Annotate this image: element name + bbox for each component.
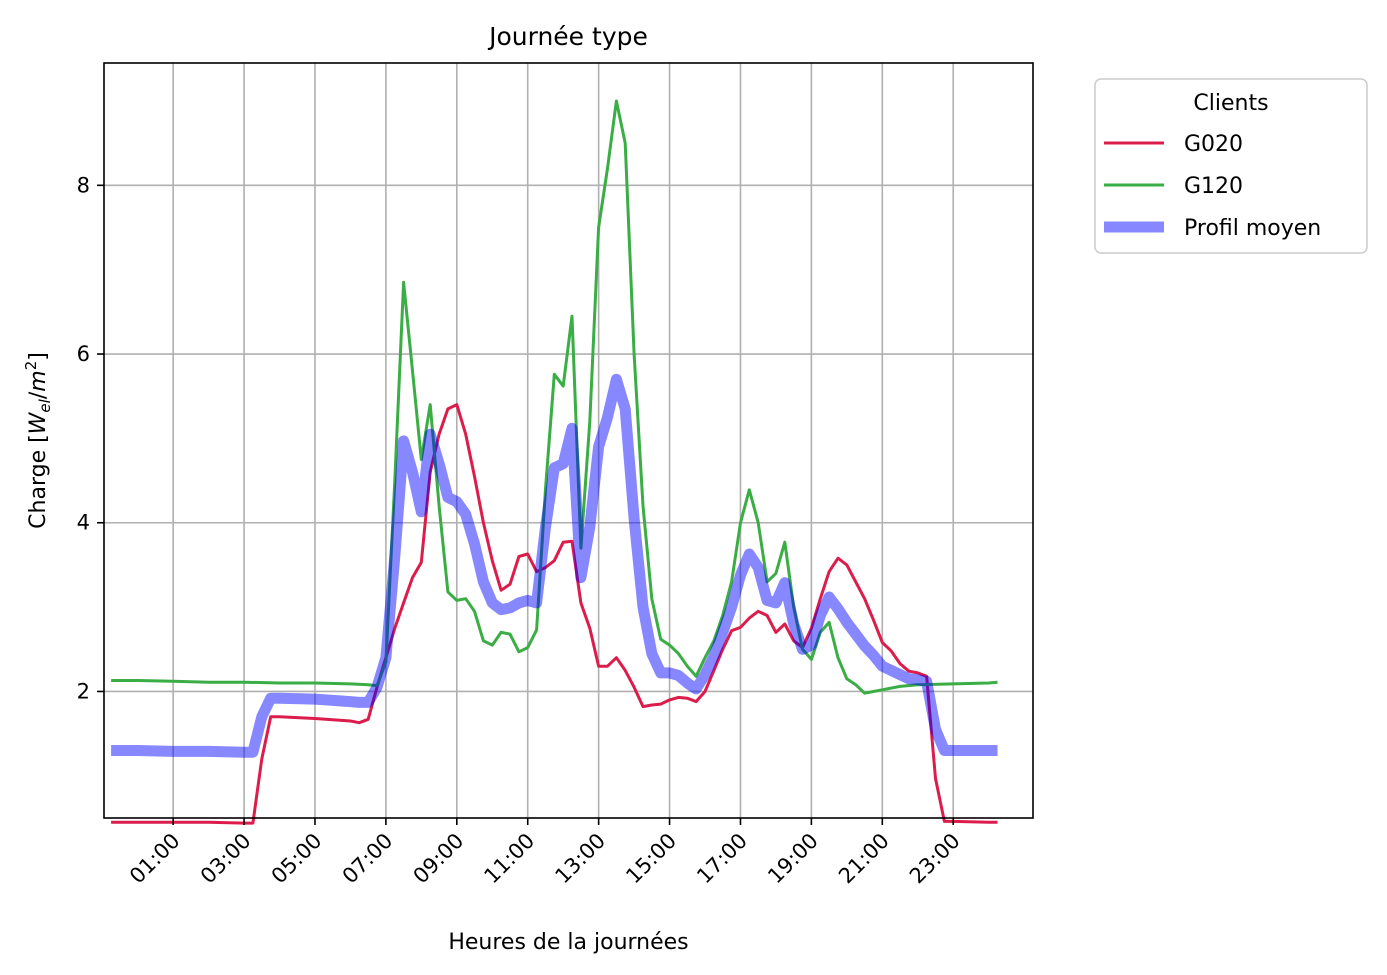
x-axis: 01:00 03:00 05:00 07:00 09:00 11:00 13:00 15:00… bbox=[125, 818, 965, 888]
y-axis-label: Charge [Wel/m2] bbox=[22, 352, 54, 529]
y-label-var: W bbox=[26, 411, 51, 434]
x-tick-label: 07:00 bbox=[338, 829, 398, 889]
series-line-profil-moyen bbox=[111, 373, 998, 758]
legend-entries: G020 G120 Profil moyen bbox=[1104, 132, 1321, 241]
y-tick-label: 4 bbox=[77, 511, 90, 535]
x-tick-label: 15:00 bbox=[621, 829, 681, 889]
x-tick-label: 01:00 bbox=[125, 829, 185, 889]
legend-label: G120 bbox=[1184, 174, 1243, 199]
legend-box bbox=[1094, 78, 1368, 254]
x-tick-label: 13:00 bbox=[550, 829, 610, 889]
x-tick-label: 09:00 bbox=[409, 829, 469, 889]
y-label-sub: el bbox=[36, 398, 54, 412]
y-tick-label: 6 bbox=[77, 342, 90, 366]
legend-label: G020 bbox=[1184, 132, 1243, 157]
y-axis: 2 4 6 8 bbox=[77, 173, 104, 703]
x-tick-label: 17:00 bbox=[692, 829, 752, 889]
x-tick-label: 03:00 bbox=[196, 829, 256, 889]
chart-title: Journée type bbox=[487, 22, 648, 51]
y-label-var2: m bbox=[26, 370, 51, 391]
y-tick-label: 8 bbox=[77, 173, 90, 197]
plot-frame bbox=[103, 62, 1034, 819]
x-axis-label: Heures de la journées bbox=[448, 930, 688, 955]
y-label-sup: 2 bbox=[22, 361, 40, 371]
legend: Clients G020 G120 Profil moyen bbox=[1094, 78, 1368, 254]
y-label-prefix: Charge [ bbox=[26, 434, 51, 529]
x-tick-label: 23:00 bbox=[905, 829, 965, 889]
x-tick-label: 05:00 bbox=[267, 829, 327, 889]
x-tick-label: 21:00 bbox=[834, 829, 894, 889]
y-label-mid: / bbox=[26, 391, 51, 399]
x-tick-label: 11:00 bbox=[479, 829, 539, 889]
legend-title: Clients bbox=[1193, 91, 1268, 116]
y-label-suffix: ] bbox=[26, 352, 51, 361]
y-tick-label: 2 bbox=[77, 679, 90, 703]
series-layer bbox=[111, 99, 998, 825]
legend-label: Profil moyen bbox=[1184, 216, 1321, 241]
series-line-g120 bbox=[111, 99, 998, 695]
x-tick-label: 19:00 bbox=[763, 829, 823, 889]
